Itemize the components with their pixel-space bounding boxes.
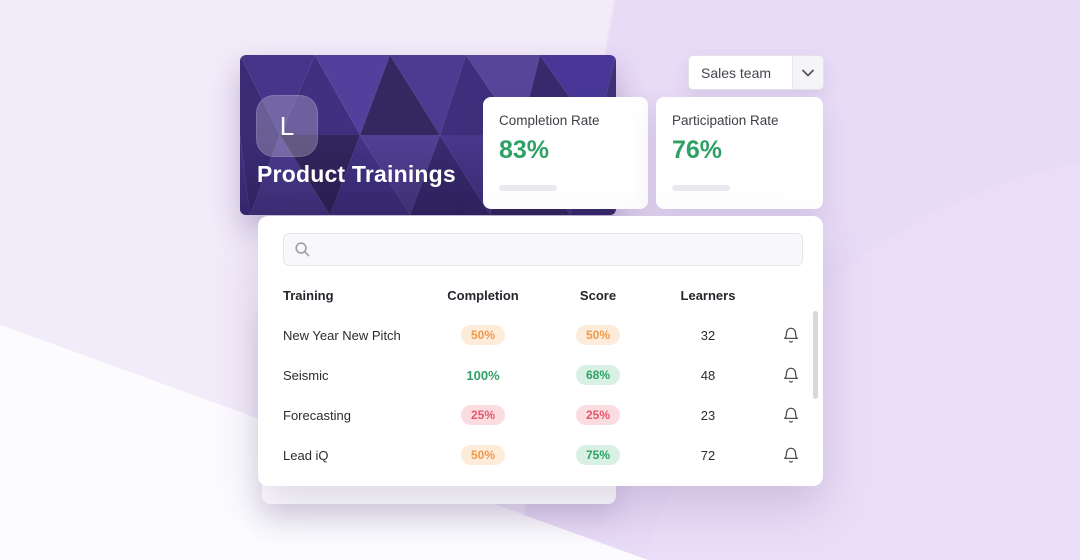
learners-count: 32 [700,327,716,343]
bell-icon[interactable] [763,366,818,384]
column-header-score: Score [579,287,617,303]
column-header-completion: Completion [447,287,519,303]
column-header-learners: Learners [680,287,736,303]
completion-badge: 100% [466,367,500,383]
training-name: Seismic [283,367,329,383]
search-bar[interactable] [283,233,803,266]
training-name: Lead iQ [283,447,329,463]
table-header: Training Completion Score Learners [258,280,813,310]
score-badge: 68% [575,365,621,385]
participation-rate-card: Participation Rate 76% [656,97,823,209]
learners-count: 72 [700,447,716,463]
table-row: New Year New Pitch 50% 50% 32 [258,315,813,355]
completion-rate-card: Completion Rate 83% [483,97,648,209]
page-title: Product Trainings [257,161,456,187]
bell-icon[interactable] [763,446,818,464]
stat-value: 76% [672,136,723,164]
scrollbar-thumb[interactable] [813,311,818,399]
progress-placeholder [499,185,557,191]
stat-value: 83% [499,136,550,164]
training-name: New Year New Pitch [283,327,401,343]
score-badge: 25% [575,405,621,425]
search-input[interactable] [319,241,792,258]
score-badge: 50% [575,325,621,345]
column-header-training: Training [283,287,334,303]
team-selector-value: Sales team [701,64,772,81]
stat-label: Participation Rate [672,113,779,128]
trainings-panel: Training Completion Score Learners New Y… [258,216,823,486]
training-name: Forecasting [283,407,351,423]
search-icon [295,242,310,257]
avatar: L [256,95,318,157]
completion-badge: 50% [460,445,506,465]
chevron-down-icon[interactable] [792,56,823,89]
table-row: Lead iQ 50% 75% 72 [258,435,813,475]
learners-count: 48 [700,367,716,383]
score-badge: 75% [575,445,621,465]
progress-placeholder [672,185,730,191]
bell-icon[interactable] [763,406,818,424]
stat-label: Completion Rate [499,113,600,128]
completion-badge: 50% [460,325,506,345]
table-row: Forecasting 25% 25% 23 [258,395,813,435]
table-body: New Year New Pitch 50% 50% 32 Seismic 10… [258,315,813,475]
completion-badge: 25% [460,405,506,425]
bell-icon[interactable] [763,326,818,344]
avatar-letter: L [279,110,295,141]
learners-count: 23 [700,407,716,423]
table-row: Seismic 100% 68% 48 [258,355,813,395]
team-selector-dropdown[interactable]: Sales team [688,55,824,90]
